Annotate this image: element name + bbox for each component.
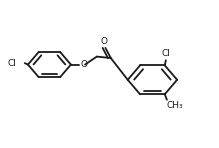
Text: Cl: Cl [7,59,16,68]
Text: O: O [101,37,108,46]
Text: Cl: Cl [161,49,170,58]
Text: O: O [81,60,88,69]
Text: CH₃: CH₃ [167,101,184,110]
